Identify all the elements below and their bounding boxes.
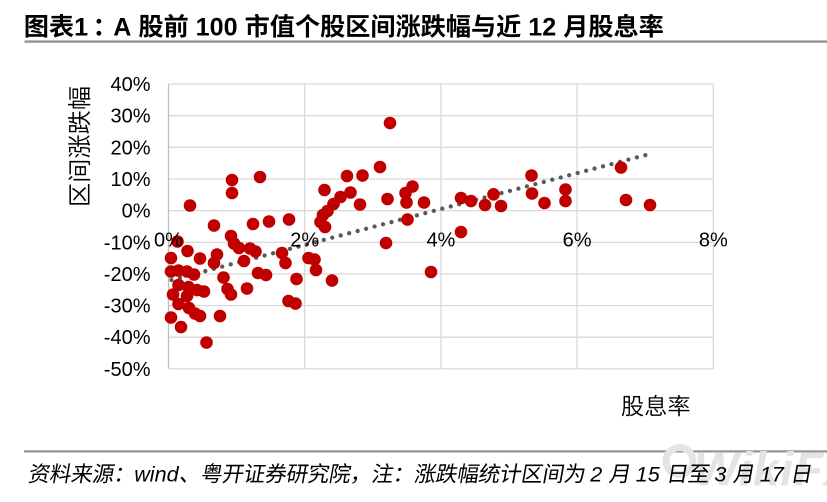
svg-text:30%: 30% (110, 106, 150, 128)
svg-text:40%: 40% (110, 74, 150, 96)
svg-text:-10%: -10% (104, 232, 151, 254)
svg-text:20%: 20% (110, 137, 150, 159)
svg-text:12: 12 (521, 13, 563, 41)
svg-text:15: 15 (630, 462, 666, 487)
svg-text:wind: wind (134, 462, 179, 487)
svg-text:-40%: -40% (104, 327, 151, 349)
svg-text:2%: 2% (290, 229, 319, 251)
svg-text:17: 17 (754, 462, 790, 487)
svg-text:0%: 0% (154, 229, 183, 251)
svg-text:-50%: -50% (104, 359, 151, 381)
svg-text:100: 100 (189, 13, 245, 41)
svg-text:2: 2 (584, 462, 608, 487)
svg-text:4%: 4% (426, 229, 455, 251)
svg-text:A: A (113, 13, 138, 41)
svg-text:1: 1 (74, 13, 88, 41)
svg-text:-20%: -20% (104, 264, 151, 286)
svg-text:8%: 8% (699, 229, 728, 251)
svg-text:10%: 10% (110, 169, 150, 191)
svg-text:0%: 0% (122, 201, 151, 223)
svg-text:3: 3 (708, 462, 732, 487)
svg-text:-30%: -30% (104, 296, 151, 318)
svg-text:6%: 6% (563, 229, 592, 251)
svg-text:WikiFX: WikiFX (694, 443, 827, 496)
